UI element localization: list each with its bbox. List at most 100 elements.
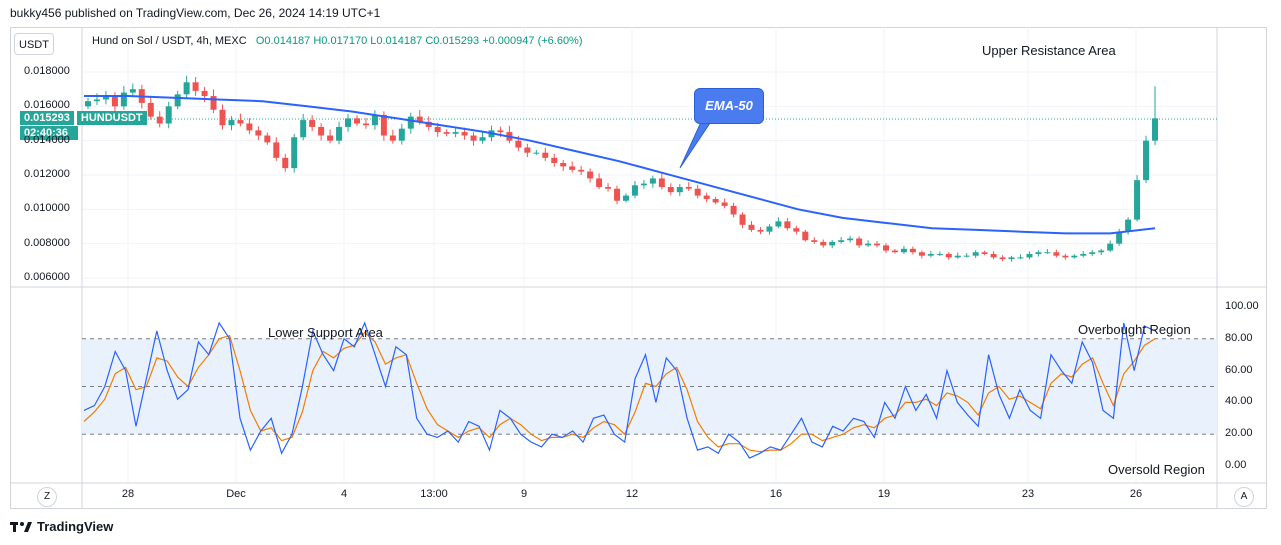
candle-body (972, 252, 979, 256)
time-tick-label: 13:00 (420, 488, 448, 500)
candle-body (927, 253, 934, 256)
candle-body (945, 253, 952, 258)
stoch-d-line (83, 331, 1156, 453)
currency-button[interactable]: USDT (14, 33, 54, 55)
candle-body (622, 195, 629, 201)
candle-body (201, 90, 208, 97)
auto-scale-button[interactable]: A (1234, 487, 1254, 507)
legend-low: L0.014187 (370, 35, 423, 47)
candle-body (721, 202, 728, 206)
candle-body (560, 162, 567, 167)
current-price-label: 0.015293 (20, 111, 74, 125)
candle-body (336, 126, 343, 141)
candle-body (829, 241, 836, 246)
candle-body (1035, 252, 1042, 254)
candle-body (183, 82, 190, 95)
time-tick-label: 4 (340, 488, 348, 500)
ema-callout: EMA-50 (694, 88, 764, 124)
oversold-annotation: Oversold Region (1108, 462, 1205, 477)
candle-body (542, 152, 549, 158)
candle-body (730, 205, 737, 215)
candle-body (766, 226, 773, 232)
candle-body (255, 130, 262, 136)
time-tick-label: 19 (877, 488, 891, 500)
candle-body (685, 187, 692, 189)
stoch-tick-label: 20.00 (1225, 427, 1253, 440)
candle-body (165, 106, 172, 124)
stoch-tick-label: 100.00 (1225, 300, 1259, 312)
candle-body (1026, 253, 1033, 258)
candle-body (900, 248, 907, 253)
candle-body (954, 255, 961, 258)
candle-body (425, 121, 432, 127)
candle-body (416, 116, 423, 122)
time-tick-label: 12 (625, 488, 639, 500)
legend-close: C0.015293 (425, 35, 480, 47)
candle-body (748, 224, 755, 230)
candle-body (282, 157, 289, 169)
candle-body (1089, 252, 1096, 254)
candle-body (407, 116, 414, 129)
candle-body (658, 178, 665, 188)
candle-body (156, 116, 163, 124)
brand-label: TradingView (37, 519, 114, 534)
candle-body (1053, 252, 1060, 256)
candle-body (228, 120, 235, 126)
candle-body (93, 99, 100, 102)
time-tick-label: 23 (1021, 488, 1035, 500)
candle-body (856, 238, 863, 246)
candle-body (847, 238, 854, 241)
candle-body (1143, 140, 1150, 181)
price-tick-label: 0.016000 (24, 99, 70, 112)
candle-body (596, 178, 603, 188)
candle-body (1044, 252, 1051, 254)
candle-body (703, 195, 710, 200)
candle-body (300, 120, 307, 138)
time-tick-label: 28 (121, 488, 135, 500)
candle-body (246, 123, 253, 131)
candle-body (811, 240, 818, 242)
candle-body (515, 140, 522, 148)
candle-body (452, 132, 459, 134)
price-tick-label: 0.008000 (24, 236, 70, 249)
legend-title: Hund on Sol / USDT, 4h, MEXC (92, 35, 247, 47)
countdown-label: 02:40:36 (20, 126, 78, 140)
candle-body (784, 221, 791, 229)
candle-body (793, 228, 800, 232)
timezone-button[interactable]: Z (37, 487, 57, 507)
main-grid (82, 27, 1217, 482)
candle-body (380, 114, 387, 136)
candle-body (371, 114, 378, 126)
time-tick-label: 16 (769, 488, 783, 500)
candle-body (757, 229, 764, 232)
chart-frame (10, 27, 1267, 509)
candle-body (739, 214, 746, 225)
candle-body (578, 169, 585, 172)
price-tag: 0.015293 HUNDUSDT 02:40:36 (20, 111, 150, 140)
candle-body (210, 96, 217, 110)
candle-body (120, 92, 127, 107)
candle-body (174, 94, 181, 107)
candle-body (676, 187, 683, 193)
candle-body (883, 245, 890, 251)
tradingview-logo-icon (10, 521, 32, 532)
candle-body (291, 137, 298, 169)
candle-body (434, 126, 441, 133)
candle-body (694, 188, 701, 196)
candle-body (470, 135, 477, 141)
candle-body (497, 130, 504, 133)
candle-body (362, 123, 369, 126)
candle-body (111, 96, 118, 107)
candle-body (327, 135, 334, 141)
candle-body (631, 185, 638, 196)
candle-body (398, 128, 405, 141)
candle-body (802, 231, 809, 241)
candle-body (524, 147, 531, 153)
price-tick-label: 0.014000 (24, 133, 70, 146)
candle-body (1116, 231, 1123, 244)
stoch-tick-label: 40.00 (1225, 395, 1253, 408)
candle-body (1125, 219, 1132, 232)
legend-change: +0.000947 (+6.60%) (482, 35, 583, 47)
candle-body (1062, 255, 1069, 258)
